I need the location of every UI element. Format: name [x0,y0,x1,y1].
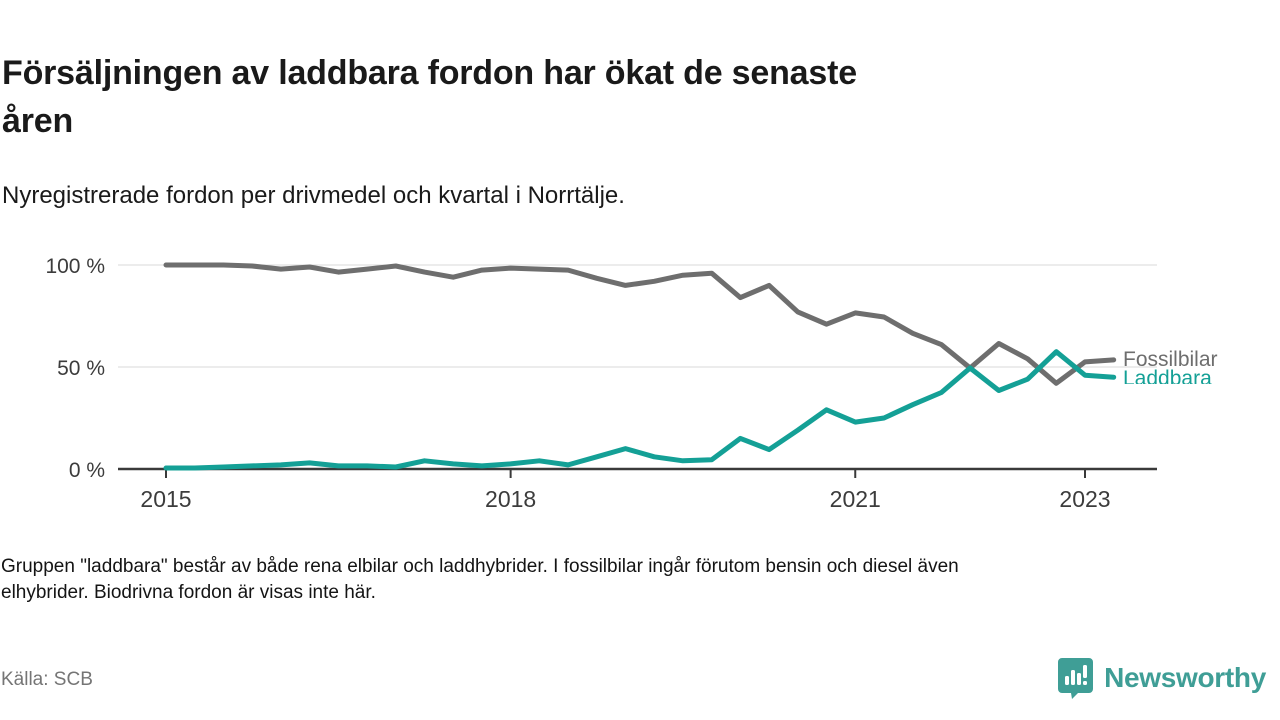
series-line-laddbara [163,349,1117,471]
title-line-2: åren [2,101,74,140]
footnote-line-2: elhybrider. Biodrivna fordon är visas in… [1,582,376,603]
footnote-line-1: Gruppen "laddbara" består av både rena e… [1,556,959,577]
y-tick-label: 0 % [69,459,105,482]
title-line-1: Försäljningen av laddbara fordon har öka… [2,53,857,92]
chart-footnote: Gruppen "laddbara" består av både rena e… [1,554,1241,606]
y-tick-label: 50 % [57,357,105,380]
newsworthy-logo: Newsworthy [1057,657,1266,699]
brand-wordmark: Newsworthy [1104,662,1266,693]
legend-label-fossilbilar: Fossilbilar [1123,348,1218,371]
page-title: Försäljningen av laddbara fordon har öka… [2,49,1232,145]
y-tick-label: 100 % [45,255,105,278]
line-chart: 0 % 50 % 100 % 2015 2018 2021 2023 [45,255,1157,512]
source-label: Källa: SCB [1,669,93,690]
x-tick-label: 2015 [140,486,191,512]
x-tick-label: 2023 [1059,486,1110,512]
bar-chart-pin-icon [1058,658,1094,699]
x-tick-label: 2018 [485,486,536,512]
x-tick-label: 2021 [830,486,881,512]
legend-label-laddbara: Laddbara [1123,368,1212,384]
chart-subtitle: Nyregistrerade fordon per drivmedel och … [2,182,625,209]
series-line-fossilbilar [163,262,1117,386]
